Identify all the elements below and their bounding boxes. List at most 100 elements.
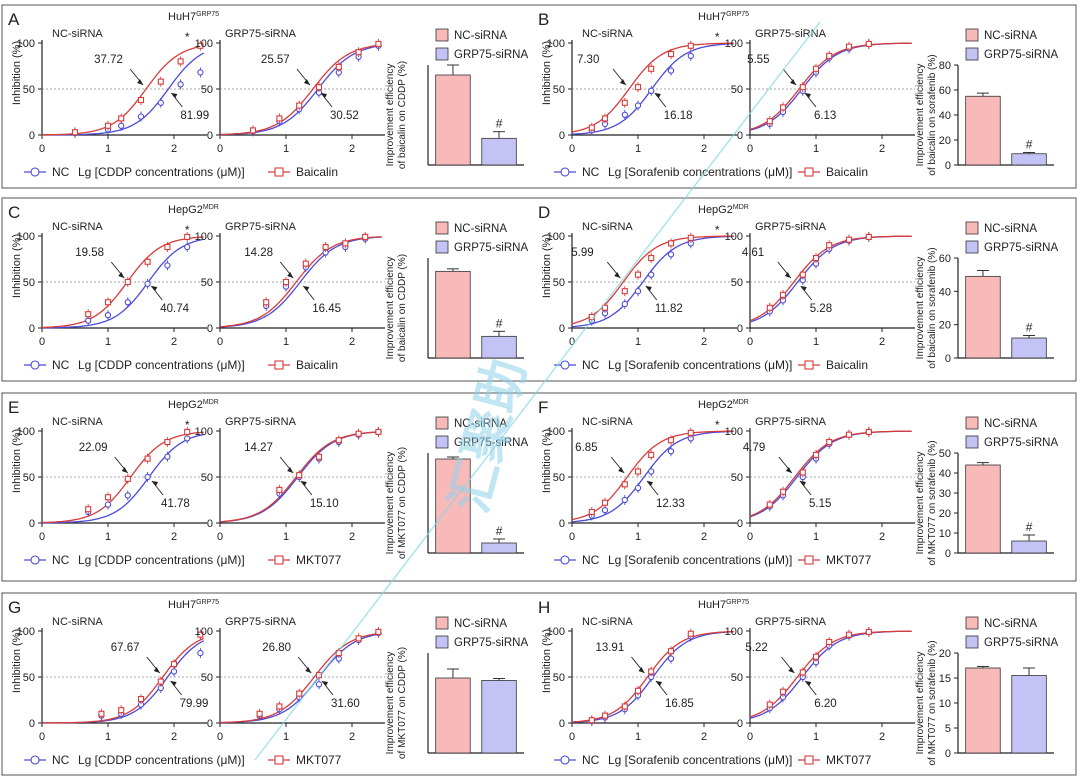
y-tick-label: 50 bbox=[731, 472, 743, 484]
treatment-data-point bbox=[766, 701, 773, 708]
ic50-arrow bbox=[170, 92, 183, 108]
y-tick-label: 50 bbox=[553, 672, 565, 684]
y-tick-label: 0 bbox=[207, 323, 213, 335]
y-axis-label: Inhibition (%) bbox=[541, 234, 553, 298]
nc-data-point bbox=[197, 649, 204, 657]
ic50-treatment-label: 25.57 bbox=[261, 54, 290, 66]
ic50-arrow bbox=[170, 680, 182, 696]
ic50-arrow bbox=[150, 285, 163, 301]
legend-swatch bbox=[965, 416, 979, 430]
y-tick-label: 100 bbox=[17, 426, 35, 438]
legend-treatment-label: MKT077 bbox=[296, 553, 342, 567]
nc-data-point bbox=[621, 496, 628, 504]
legend-swatch bbox=[435, 28, 449, 42]
treatment-data-point bbox=[197, 42, 204, 49]
ic50-treatment-label: 4.79 bbox=[743, 442, 765, 454]
subplot-title-nc-sirna: NC-siRNA bbox=[582, 616, 633, 628]
y-axis-label: Inhibition (%) bbox=[11, 429, 23, 493]
bar-y-tick-label: 30 bbox=[939, 488, 951, 500]
legend-nc-marker bbox=[30, 360, 40, 370]
ic50-arrow bbox=[151, 480, 164, 496]
legend-treatment-label: Baicalin bbox=[826, 358, 868, 372]
bar-y-tick-label: 50 bbox=[939, 448, 951, 460]
y-tick-label: 100 bbox=[195, 38, 213, 50]
legend-nc-marker bbox=[560, 167, 570, 177]
treatment-data-point bbox=[256, 710, 263, 717]
legend-nc-label: NC bbox=[52, 753, 70, 767]
legend-treatment-marker bbox=[274, 755, 284, 765]
ic50-nc-label: 5.15 bbox=[809, 498, 831, 510]
legend-swatch bbox=[435, 240, 449, 254]
arrow-head bbox=[800, 286, 807, 291]
legend-swatch bbox=[965, 28, 979, 42]
watermark-text: 汇聚助 bbox=[440, 353, 536, 519]
legend-nc-sirna: NC-siRNA bbox=[984, 30, 1037, 42]
row-frame bbox=[1, 392, 1077, 582]
arrow-head bbox=[788, 667, 795, 673]
nc-fit-curve bbox=[42, 52, 205, 136]
treatment-fit-curve bbox=[41, 236, 204, 329]
treatment-data-point bbox=[826, 438, 833, 446]
ic50-nc-label: 12.33 bbox=[656, 498, 685, 510]
treatment-data-point bbox=[687, 429, 694, 436]
bar-y-tick-label: 40 bbox=[939, 286, 951, 298]
y-axis-label: Inhibition (%) bbox=[11, 629, 23, 693]
y-tick-label: 100 bbox=[725, 626, 743, 638]
legend-treatment-label: MKT077 bbox=[296, 753, 342, 767]
bar-y-tick-label: 60 bbox=[939, 85, 951, 97]
nc-data-point bbox=[144, 280, 151, 287]
cell-line-title: HepG2MDR bbox=[168, 204, 219, 216]
nc-data-point bbox=[144, 473, 151, 481]
x-tick-label: 0 bbox=[217, 531, 223, 543]
y-tick-label: 0 bbox=[737, 518, 743, 530]
ic50-nc-label: 16.85 bbox=[665, 698, 694, 710]
treatment-data-point bbox=[588, 717, 595, 724]
cell-line-title: HuH7GRP75 bbox=[168, 599, 219, 611]
significance-hash: # bbox=[496, 316, 503, 330]
treatment-fit-curve bbox=[571, 430, 734, 521]
y-tick-label: 100 bbox=[17, 626, 35, 638]
nc-data-point bbox=[648, 271, 655, 278]
subplot-title-grp75-sirna: GRP75-siRNA bbox=[755, 28, 827, 40]
significance-hash: # bbox=[1026, 520, 1033, 534]
treatment-data-point bbox=[667, 50, 675, 58]
legend-nc-label: NC bbox=[52, 553, 70, 567]
significance-star: * bbox=[185, 30, 190, 44]
nc-data-point bbox=[648, 87, 655, 94]
significance-star: * bbox=[715, 223, 720, 237]
subplot-title-nc-sirna: NC-siRNA bbox=[52, 416, 103, 428]
ic50-arrow bbox=[800, 285, 813, 301]
legend-swatch bbox=[965, 47, 979, 61]
ic50-nc-label: 16.45 bbox=[312, 303, 341, 315]
arrow-head bbox=[153, 667, 160, 673]
bar-nc-sirna bbox=[435, 458, 471, 554]
x-tick-label: 1 bbox=[283, 143, 289, 155]
legend-nc-marker bbox=[30, 167, 40, 177]
y-tick-label: 100 bbox=[195, 231, 213, 243]
y-tick-label: 50 bbox=[201, 672, 213, 684]
ic50-treatment-label: 4.61 bbox=[742, 247, 764, 259]
treatment-data-point bbox=[296, 472, 303, 479]
nc-data-point bbox=[634, 288, 642, 295]
treatment-data-point bbox=[104, 494, 112, 501]
y-tick-label: 100 bbox=[17, 231, 35, 243]
ic50-nc-label: 79.99 bbox=[180, 698, 209, 710]
nc-data-point bbox=[634, 102, 642, 109]
y-tick-label: 50 bbox=[23, 472, 35, 484]
arrow-head bbox=[785, 467, 792, 473]
legend-grp75-sirna: GRP75-siRNA bbox=[984, 637, 1058, 649]
y-tick-label: 100 bbox=[195, 626, 213, 638]
y-axis-label: Inhibition (%) bbox=[11, 41, 23, 105]
y-tick-label: 100 bbox=[547, 426, 565, 438]
x-tick-label: 2 bbox=[879, 731, 885, 743]
y-tick-label: 100 bbox=[547, 231, 565, 243]
treatment-data-point bbox=[355, 635, 362, 642]
ic50-treatment-label: 26.80 bbox=[262, 642, 291, 654]
bar-y-label: Improvement efficiencyof baicalin on CDD… bbox=[385, 254, 408, 362]
significance-hash: # bbox=[496, 117, 503, 131]
treatment-data-point bbox=[104, 299, 112, 306]
